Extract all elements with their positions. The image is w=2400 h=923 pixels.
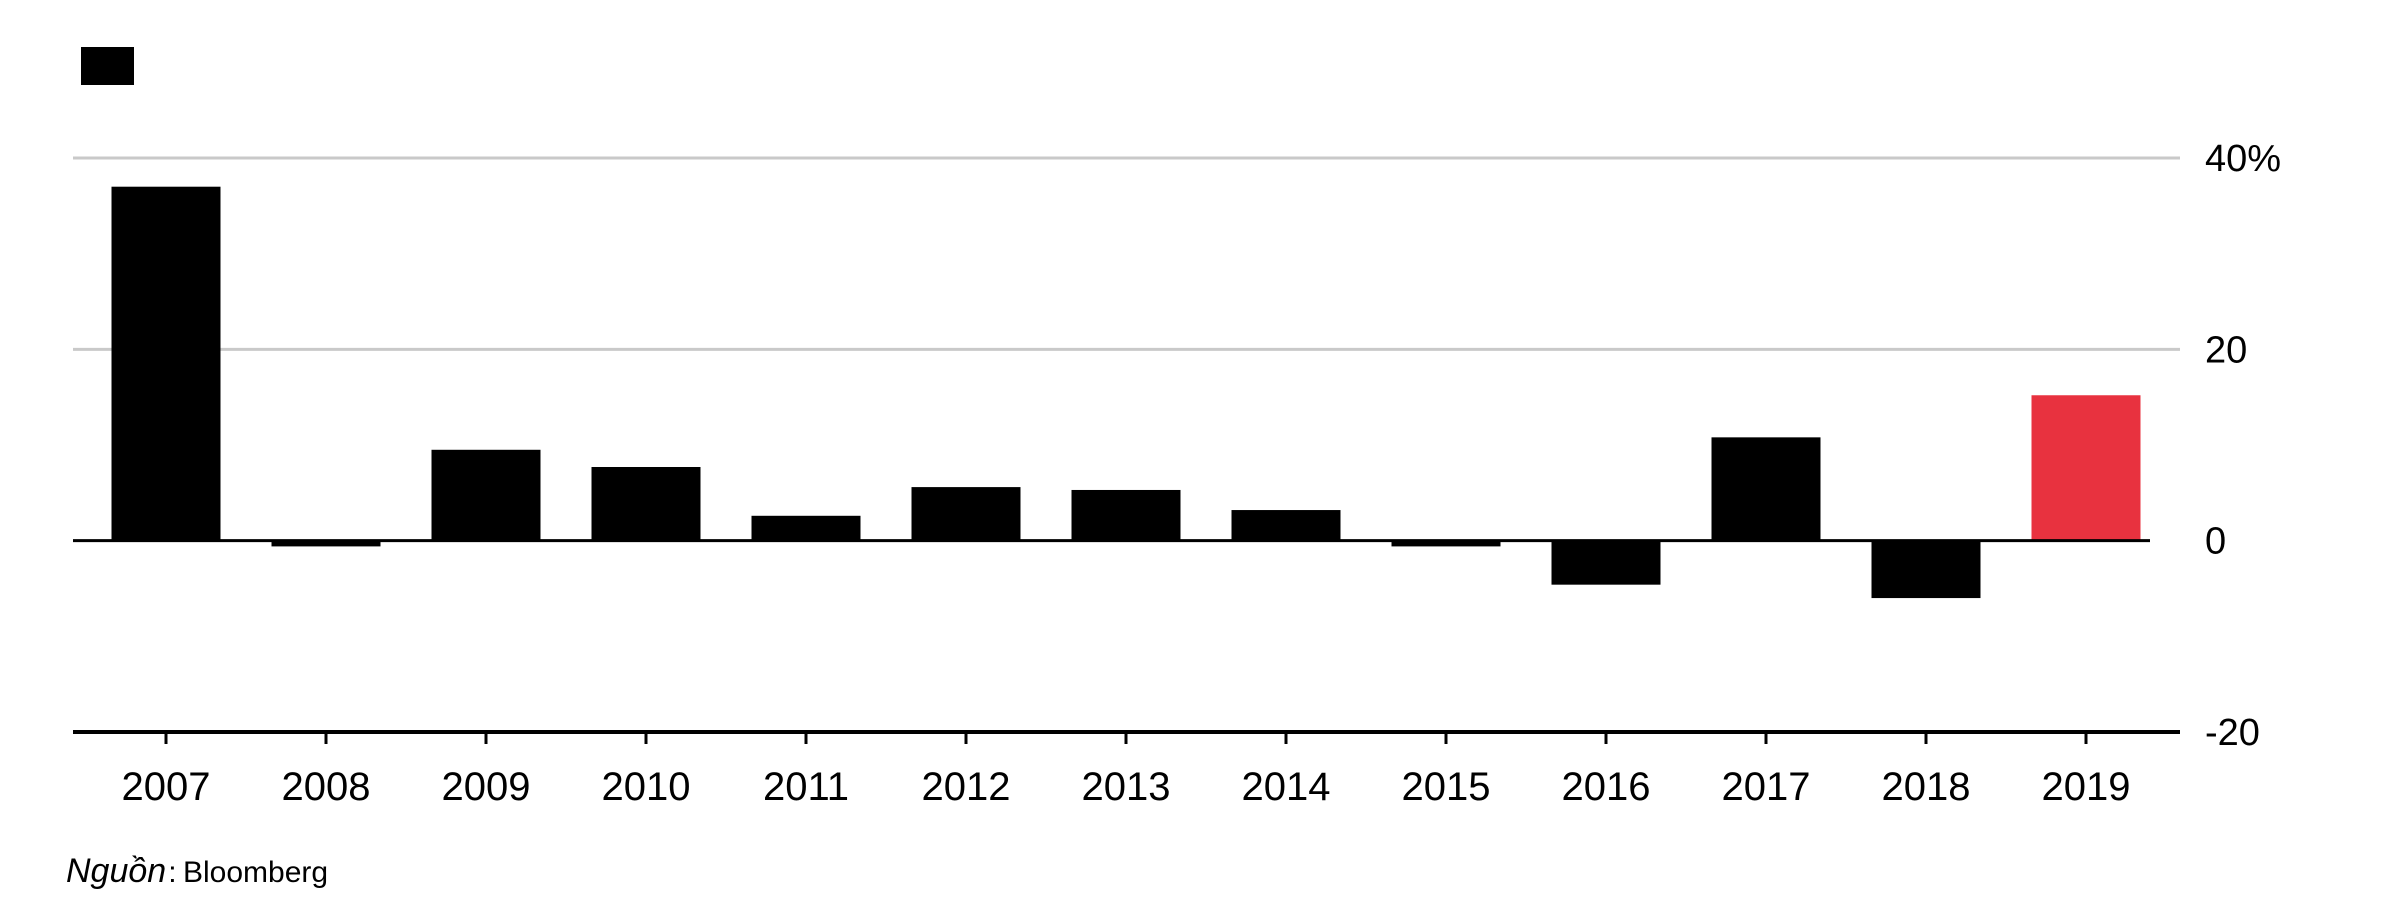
bars xyxy=(111,186,2141,599)
x-tick-label: 2008 xyxy=(282,765,371,809)
x-tick-label: 2016 xyxy=(1562,765,1651,809)
bar-2019 xyxy=(2031,395,2141,541)
legend-swatch xyxy=(81,47,134,85)
gridlines xyxy=(73,156,2180,351)
x-tick-label: 2015 xyxy=(1402,765,1491,809)
bar-2015 xyxy=(1391,540,1501,547)
x-tick-label: 2012 xyxy=(922,765,1011,809)
source-separator: : xyxy=(168,856,177,889)
bar-2013 xyxy=(1071,489,1181,541)
bar-2014 xyxy=(1231,510,1341,541)
y-tick-label: 20 xyxy=(2205,329,2247,371)
x-tick-label: 2013 xyxy=(1082,765,1171,809)
axes xyxy=(73,539,2180,744)
y-tick-label: 40% xyxy=(2205,138,2281,180)
bar-2010 xyxy=(591,467,701,541)
y-tick-label: 0 xyxy=(2205,521,2226,563)
x-tick-label: 2014 xyxy=(1242,765,1331,809)
x-tick-labels: 2007 2008 2009 2010 2011 2012 2013 2014 2015 2016… xyxy=(122,765,2131,809)
y-tick-labels: 40% 20 0 -20 xyxy=(2205,138,2281,754)
x-tick-label: 2007 xyxy=(122,765,211,809)
source-label: Nguồn xyxy=(66,852,167,890)
x-tick-label: 2017 xyxy=(1722,765,1811,809)
x-tick-label: 2018 xyxy=(1882,765,1971,809)
x-tick-label: 2009 xyxy=(442,765,531,809)
x-tick-label: 2011 xyxy=(763,765,849,809)
bar-2017 xyxy=(1711,437,1821,541)
y-tick-label: -20 xyxy=(2205,712,2260,754)
bar-2009 xyxy=(431,449,541,541)
bar-2012 xyxy=(911,487,1021,541)
x-tick-label: 2019 xyxy=(2042,765,2131,809)
source-note: Nguồn: Bloomberg xyxy=(66,852,328,891)
bar-2007 xyxy=(111,186,221,541)
bar-2018 xyxy=(1871,540,1981,599)
x-tick-label: 2010 xyxy=(602,765,691,809)
source-name: Bloomberg xyxy=(183,856,329,889)
bar-2011 xyxy=(751,515,861,541)
bar-2008 xyxy=(271,540,381,547)
bar-2016 xyxy=(1551,540,1661,585)
